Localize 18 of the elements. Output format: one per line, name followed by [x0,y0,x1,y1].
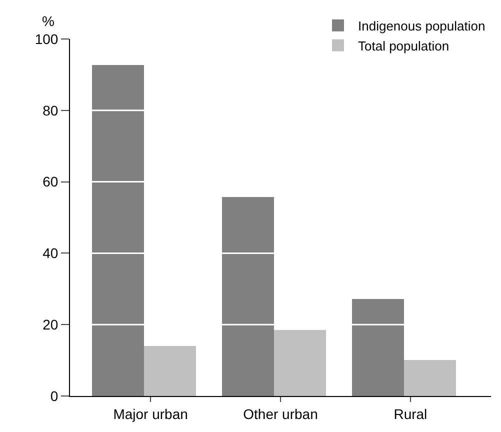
y-axis-title: % [42,13,54,29]
x-tick-label: Rural [394,406,428,422]
y-tick-label: 20 [42,316,58,332]
bar [352,299,404,396]
x-tick-label: Major urban [113,406,188,422]
bar [404,360,456,396]
y-tick-label: 40 [42,245,58,262]
bar [222,197,274,396]
y-tick-label: 60 [42,174,58,190]
legend-label: Total population [358,38,450,54]
bar [92,65,144,396]
bar [274,330,326,396]
bar [144,346,196,396]
y-tick-label: 100 [34,30,58,47]
y-tick-label: 0 [50,388,58,404]
x-tick-label: Other urban [243,406,318,422]
y-tick-label: 80 [42,102,58,118]
legend-label: Indigenous population [358,18,486,34]
